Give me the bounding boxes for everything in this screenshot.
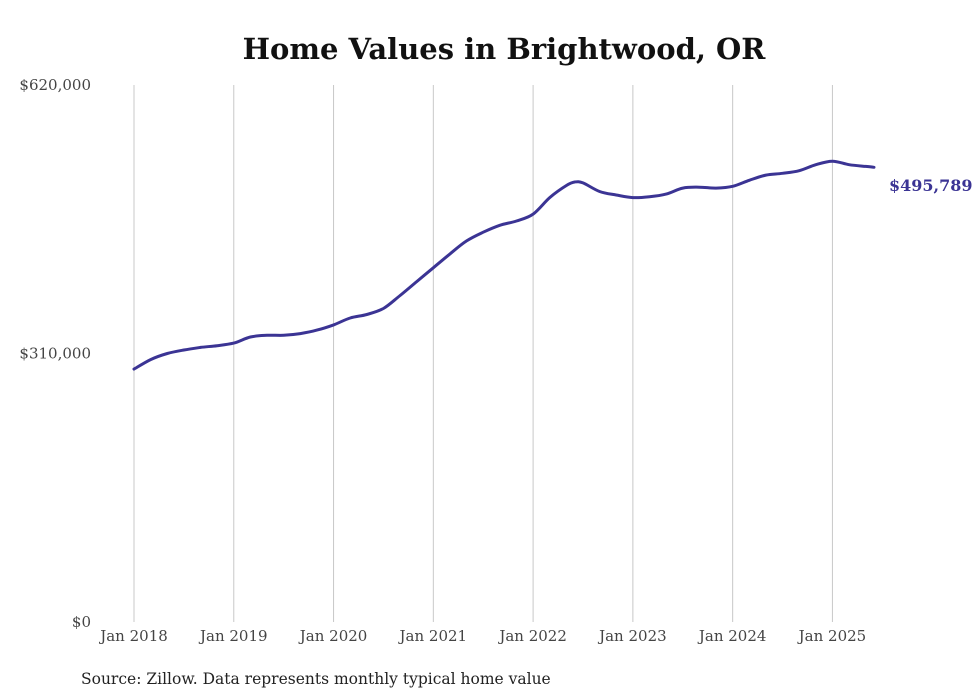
home-value-line — [132, 159, 876, 371]
x-tick-label: Jan 2025 — [797, 627, 867, 645]
x-tick-label: Jan 2024 — [697, 627, 767, 645]
chart-title: Home Values in Brightwood, OR — [243, 32, 767, 66]
x-axis-ticks: Jan 2018 Jan 2019 Jan 2020 Jan 2021 Jan 2022… — [98, 627, 866, 645]
gridlines — [133, 85, 833, 622]
y-axis-ticks: $0 $310,000 $620,000 — [19, 76, 91, 631]
y-tick-label: $310,000 — [19, 345, 91, 363]
x-tick-label: Jan 2019 — [198, 627, 268, 645]
x-tick-label: Jan 2018 — [98, 627, 168, 645]
latest-value-label: $495,789 — [889, 176, 973, 195]
x-tick-label: Jan 2021 — [398, 627, 468, 645]
x-tick-label: Jan 2023 — [597, 627, 667, 645]
x-tick-label: Jan 2020 — [298, 627, 368, 645]
source-note: Source: Zillow. Data represents monthly … — [81, 670, 551, 688]
x-tick-label: Jan 2022 — [497, 627, 567, 645]
y-tick-label: $0 — [72, 613, 91, 631]
y-tick-label: $620,000 — [19, 76, 91, 94]
